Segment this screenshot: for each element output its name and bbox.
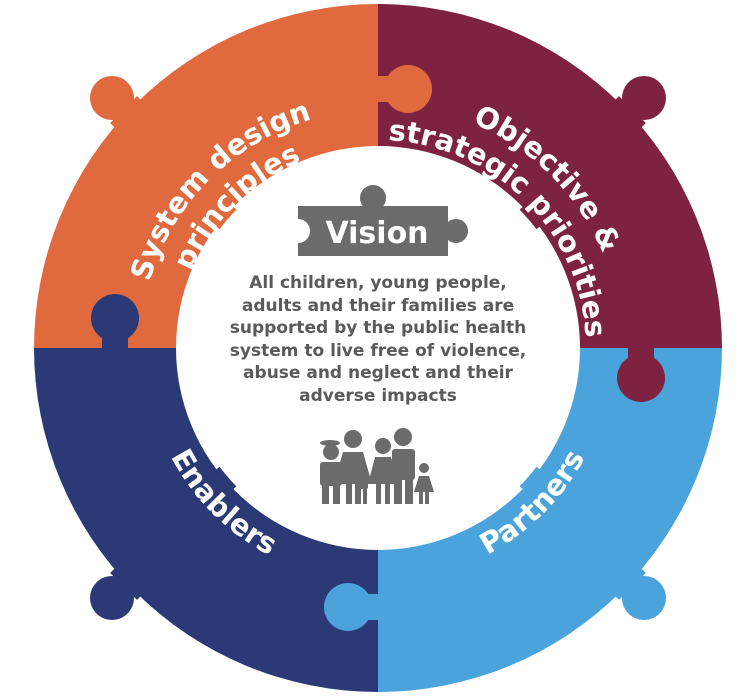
- vision-line: All children, young people,: [249, 273, 507, 293]
- family-icon: [320, 428, 434, 504]
- vision-line: adverse impacts: [299, 385, 457, 406]
- puzzle-piece-icon: [286, 185, 468, 256]
- vision-statement: All children, young people, adults and t…: [215, 272, 541, 407]
- segment-enablers: [34, 348, 378, 692]
- tab-bottom: [324, 583, 380, 631]
- tab-right: [617, 346, 665, 402]
- outer-knob-top-left: [90, 76, 164, 150]
- segment-system-design: [34, 4, 378, 348]
- vision-line: system to live free of violence,: [229, 340, 527, 361]
- tab-top: [376, 65, 432, 113]
- segment-objective: [378, 4, 722, 348]
- segment-partners: [378, 348, 722, 692]
- tab-left: [91, 294, 139, 350]
- center-circle: [180, 150, 576, 546]
- vision-line: supported by the public health: [229, 318, 527, 338]
- vision-line: adults and their families are: [241, 295, 515, 316]
- vision-title: Vision: [325, 216, 428, 251]
- vision-line: abuse and neglect and their: [243, 363, 513, 383]
